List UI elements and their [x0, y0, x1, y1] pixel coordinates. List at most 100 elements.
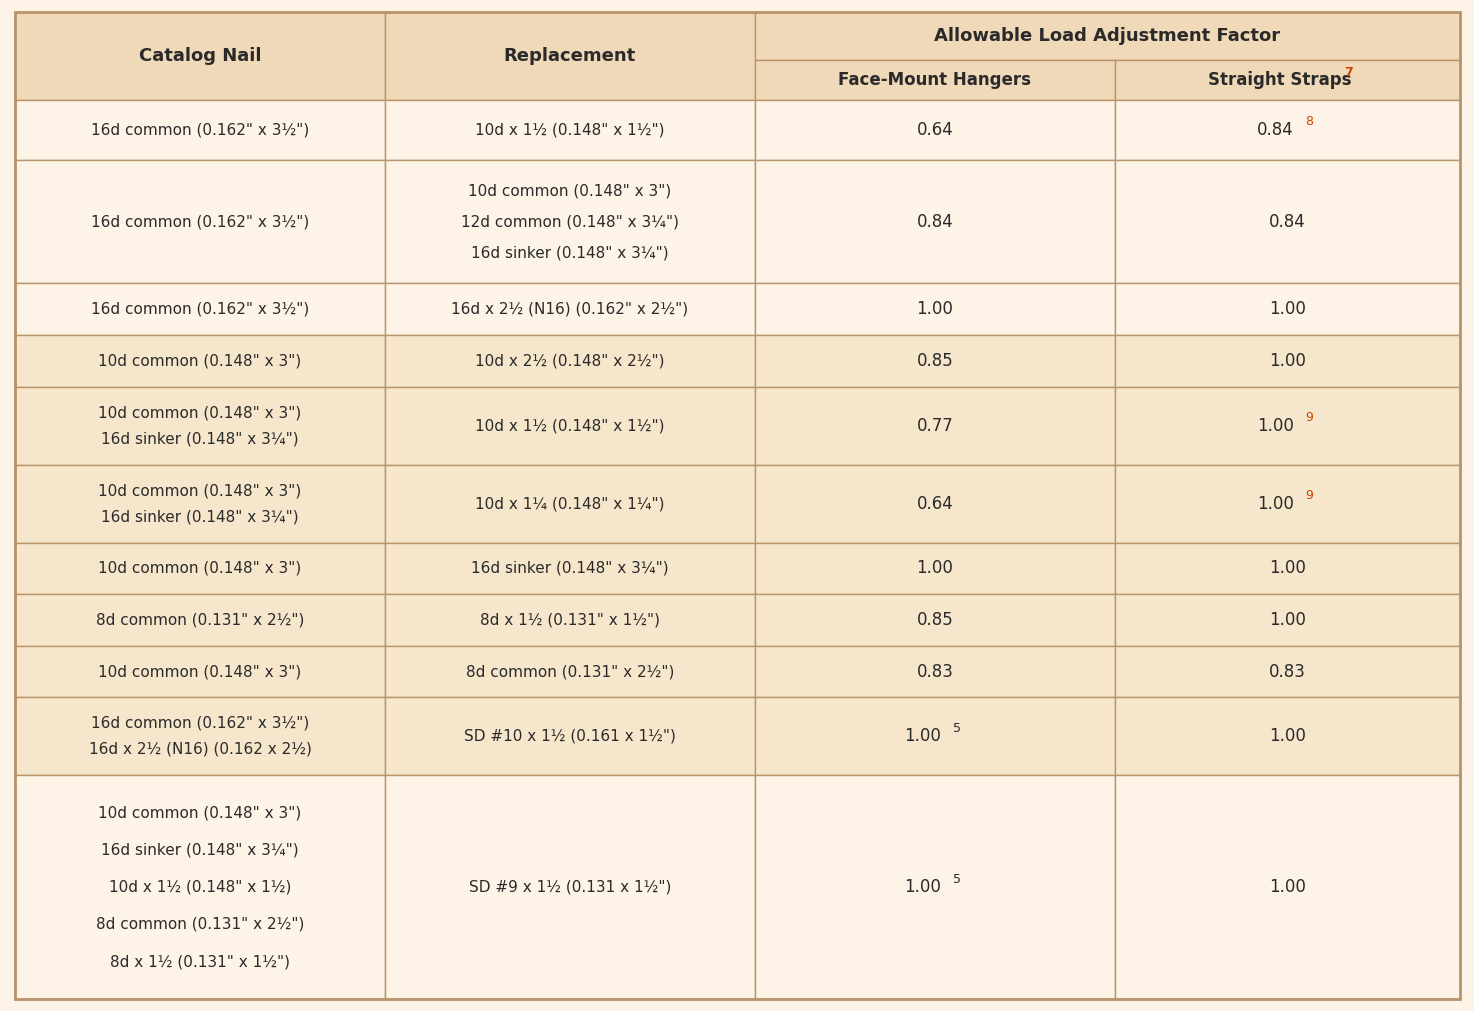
Text: 1.00: 1.00: [1269, 352, 1306, 370]
Bar: [385, 543, 755, 594]
Text: Catalog Nail: Catalog Nail: [139, 47, 261, 65]
Text: 1.00: 1.00: [1269, 611, 1306, 629]
Text: SD #10 x 1½ (0.161 x 1½"): SD #10 x 1½ (0.161 x 1½"): [464, 729, 677, 744]
Bar: [15, 698, 385, 775]
Text: 0.64: 0.64: [917, 494, 954, 513]
Bar: [15, 594, 385, 646]
Bar: [1114, 775, 1461, 999]
Bar: [15, 543, 385, 594]
Bar: [1114, 60, 1461, 100]
Text: 8d x 1½ (0.131" x 1½"): 8d x 1½ (0.131" x 1½"): [111, 954, 290, 970]
Text: 1.00: 1.00: [1269, 559, 1306, 577]
Text: 16d sinker (0.148" x 3¼"): 16d sinker (0.148" x 3¼"): [102, 431, 299, 446]
Bar: [15, 160, 385, 283]
Text: 0.83: 0.83: [917, 662, 954, 680]
Text: 8d common (0.131" x 2½"): 8d common (0.131" x 2½"): [96, 917, 304, 932]
Text: 16d common (0.162" x 3½"): 16d common (0.162" x 3½"): [91, 122, 310, 137]
Text: 10d common (0.148" x 3"): 10d common (0.148" x 3"): [99, 354, 302, 368]
Bar: [15, 283, 385, 335]
Text: 0.84: 0.84: [1269, 212, 1306, 231]
Bar: [385, 594, 755, 646]
Text: 10d common (0.148" x 3"): 10d common (0.148" x 3"): [469, 183, 672, 198]
Text: 10d common (0.148" x 3"): 10d common (0.148" x 3"): [99, 561, 302, 576]
Text: 10d x 2½ (0.148" x 2½"): 10d x 2½ (0.148" x 2½"): [475, 354, 665, 368]
Bar: [1114, 160, 1461, 283]
Text: 5: 5: [954, 872, 961, 886]
Text: 0.85: 0.85: [917, 611, 954, 629]
Text: 1.00: 1.00: [1257, 494, 1294, 513]
Bar: [1114, 335, 1461, 386]
Bar: [755, 594, 1114, 646]
Text: Allowable Load Adjustment Factor: Allowable Load Adjustment Factor: [935, 27, 1281, 45]
Text: 16d common (0.162" x 3½"): 16d common (0.162" x 3½"): [91, 214, 310, 229]
Text: 0.85: 0.85: [917, 352, 954, 370]
Bar: [755, 335, 1114, 386]
Bar: [385, 465, 755, 543]
Text: 0.84: 0.84: [917, 212, 954, 231]
Bar: [1114, 543, 1461, 594]
Bar: [385, 100, 755, 160]
Bar: [755, 12, 1461, 60]
Text: 10d common (0.148" x 3"): 10d common (0.148" x 3"): [99, 664, 302, 679]
Bar: [385, 386, 755, 465]
Bar: [15, 465, 385, 543]
Bar: [755, 160, 1114, 283]
Bar: [15, 12, 385, 100]
Text: 16d x 2½ (N16) (0.162 x 2½): 16d x 2½ (N16) (0.162 x 2½): [88, 742, 311, 757]
Bar: [755, 775, 1114, 999]
Bar: [1114, 283, 1461, 335]
Text: 10d common (0.148" x 3"): 10d common (0.148" x 3"): [99, 483, 302, 498]
Bar: [1114, 698, 1461, 775]
Text: 9: 9: [1306, 489, 1313, 502]
Text: 0.77: 0.77: [917, 417, 954, 435]
Bar: [1114, 465, 1461, 543]
Bar: [755, 646, 1114, 698]
Bar: [755, 698, 1114, 775]
Text: 10d x 1½ (0.148" x 1½"): 10d x 1½ (0.148" x 1½"): [475, 122, 665, 137]
Bar: [385, 335, 755, 386]
Bar: [15, 646, 385, 698]
Bar: [1114, 594, 1461, 646]
Bar: [15, 386, 385, 465]
Bar: [385, 160, 755, 283]
Text: 16d sinker (0.148" x 3¼"): 16d sinker (0.148" x 3¼"): [102, 510, 299, 524]
Text: 16d x 2½ (N16) (0.162" x 2½"): 16d x 2½ (N16) (0.162" x 2½"): [451, 301, 688, 316]
Text: 7: 7: [1344, 66, 1353, 79]
Text: 1.00: 1.00: [905, 727, 942, 745]
Text: 16d common (0.162" x 3½"): 16d common (0.162" x 3½"): [91, 716, 310, 731]
Text: Replacement: Replacement: [504, 47, 637, 65]
Text: 8: 8: [1306, 115, 1313, 128]
Text: 9: 9: [1306, 411, 1313, 425]
Bar: [755, 283, 1114, 335]
Text: 8d common (0.131" x 2½"): 8d common (0.131" x 2½"): [466, 664, 674, 679]
Text: Face-Mount Hangers: Face-Mount Hangers: [839, 71, 1032, 89]
Text: SD #9 x 1½ (0.131 x 1½"): SD #9 x 1½ (0.131 x 1½"): [469, 880, 671, 895]
Text: 1.00: 1.00: [1269, 300, 1306, 318]
Text: 1.00: 1.00: [1269, 879, 1306, 896]
Text: 1.00: 1.00: [1269, 727, 1306, 745]
Text: 10d x 1½ (0.148" x 1½"): 10d x 1½ (0.148" x 1½"): [475, 419, 665, 433]
Bar: [755, 60, 1114, 100]
Text: 12d common (0.148" x 3¼"): 12d common (0.148" x 3¼"): [461, 214, 680, 229]
Text: 0.64: 0.64: [917, 120, 954, 139]
Text: 16d sinker (0.148" x 3¼"): 16d sinker (0.148" x 3¼"): [472, 561, 669, 576]
Text: 16d sinker (0.148" x 3¼"): 16d sinker (0.148" x 3¼"): [102, 842, 299, 857]
Text: 1.00: 1.00: [905, 879, 942, 896]
Text: 16d sinker (0.148" x 3¼"): 16d sinker (0.148" x 3¼"): [472, 245, 669, 260]
Text: 10d common (0.148" x 3"): 10d common (0.148" x 3"): [99, 405, 302, 421]
Text: 0.83: 0.83: [1269, 662, 1306, 680]
Bar: [385, 646, 755, 698]
Bar: [755, 465, 1114, 543]
Bar: [15, 775, 385, 999]
Bar: [15, 335, 385, 386]
Text: 8d x 1½ (0.131" x 1½"): 8d x 1½ (0.131" x 1½"): [481, 613, 660, 628]
Text: 8d common (0.131" x 2½"): 8d common (0.131" x 2½"): [96, 613, 304, 628]
Text: 1.00: 1.00: [917, 559, 954, 577]
Bar: [385, 12, 755, 100]
Text: 10d common (0.148" x 3"): 10d common (0.148" x 3"): [99, 805, 302, 820]
Bar: [1114, 386, 1461, 465]
Bar: [755, 386, 1114, 465]
Text: 1.00: 1.00: [917, 300, 954, 318]
Bar: [385, 775, 755, 999]
Text: 10d x 1½ (0.148" x 1½): 10d x 1½ (0.148" x 1½): [109, 880, 292, 895]
